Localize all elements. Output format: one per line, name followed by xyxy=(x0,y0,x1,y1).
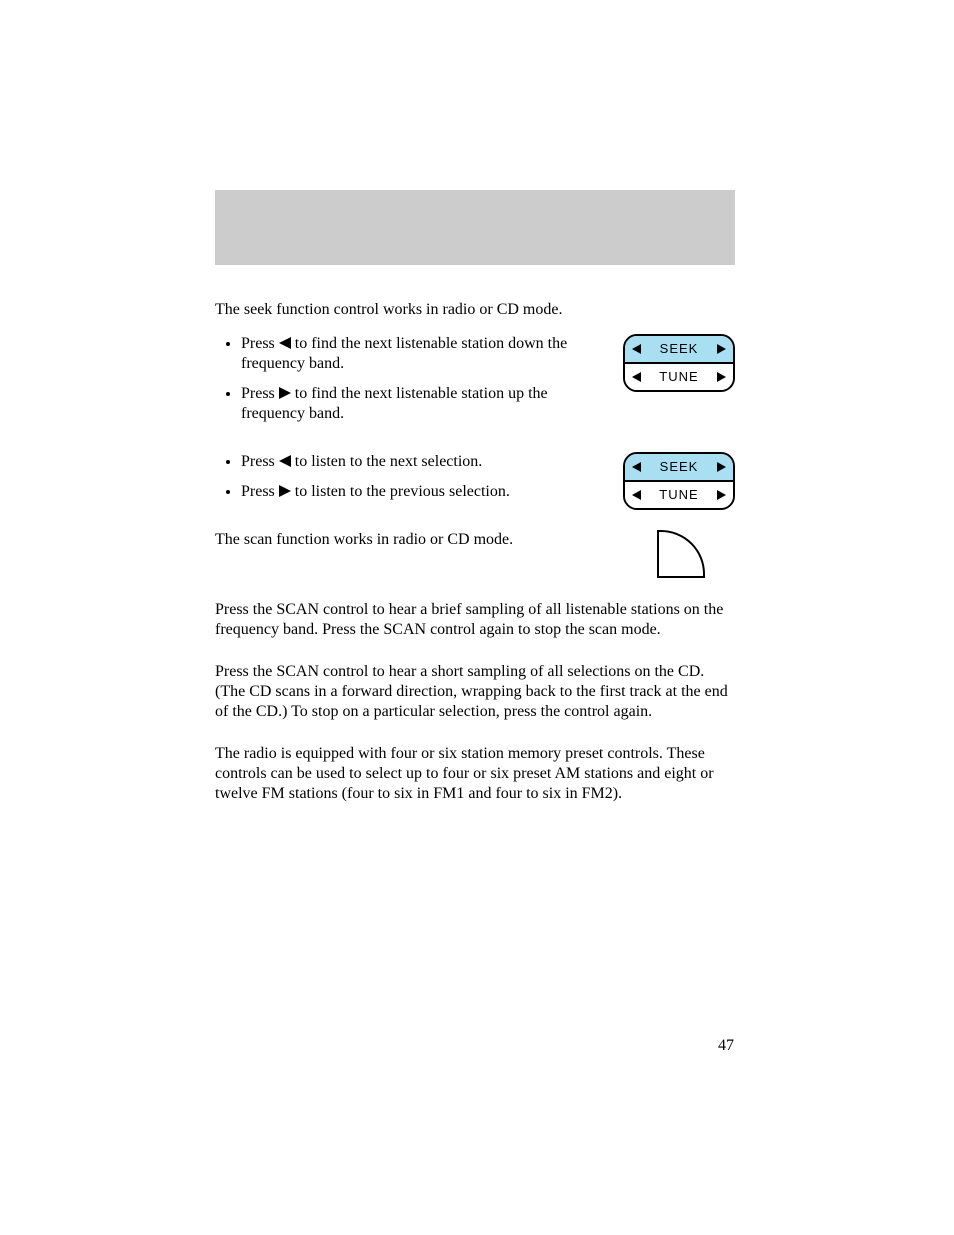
cd-seek-row: Press to listen to the next selection. P… xyxy=(215,452,735,512)
seek-label: SEEK xyxy=(660,459,699,475)
seek-row: SEEK xyxy=(625,454,733,482)
list-item: Press to listen to the previous selectio… xyxy=(241,482,599,502)
triangle-left-icon xyxy=(632,344,641,354)
bullet-text: to listen to the next selection. xyxy=(295,453,483,470)
radio-seek-row: Press to find the next listenable statio… xyxy=(215,334,735,434)
seek-intro-text: The seek function control works in radio… xyxy=(215,300,735,320)
seek-tune-button: SEEK TUNE xyxy=(623,452,735,510)
triangle-right-icon xyxy=(717,490,726,500)
scan-button-icon xyxy=(657,530,705,578)
bullet-text: Press xyxy=(241,453,279,470)
bullet-text: Press xyxy=(241,483,279,500)
bullet-text: to listen to the previous selection. xyxy=(295,483,510,500)
triangle-left-icon xyxy=(279,337,291,349)
seek-tune-button: SEEK TUNE xyxy=(623,334,735,392)
seek-row: SEEK xyxy=(625,336,733,364)
triangle-right-icon xyxy=(717,372,726,382)
triangle-right-icon xyxy=(717,462,726,472)
list-item: Press to find the next listenable statio… xyxy=(241,334,599,374)
triangle-right-icon xyxy=(279,387,291,399)
seek-tune-figure: SEEK TUNE xyxy=(623,452,735,510)
triangle-left-icon xyxy=(632,490,641,500)
triangle-left-icon xyxy=(632,372,641,382)
scan-intro-text-col: The scan function works in radio or CD m… xyxy=(215,530,633,550)
scan-figure xyxy=(657,530,735,578)
bullet-text: Press xyxy=(241,385,279,402)
page-number: 47 xyxy=(718,1037,734,1055)
triangle-right-icon xyxy=(717,344,726,354)
triangle-right-icon xyxy=(279,485,291,497)
list-item: Press to listen to the next selection. xyxy=(241,452,599,472)
bullet-text: Press xyxy=(241,335,279,352)
scan-intro-row: The scan function works in radio or CD m… xyxy=(215,530,735,578)
seek-label: SEEK xyxy=(660,341,699,357)
scan-radio-text: Press the SCAN control to hear a brief s… xyxy=(215,600,735,640)
cd-seek-bullets: Press to listen to the next selection. P… xyxy=(215,452,599,502)
radio-seek-bullets: Press to find the next listenable statio… xyxy=(215,334,599,424)
tune-row: TUNE xyxy=(625,482,733,508)
triangle-left-icon xyxy=(632,462,641,472)
tune-label: TUNE xyxy=(659,487,698,503)
page-content: The seek function control works in radio… xyxy=(215,190,735,804)
radio-seek-text: Press to find the next listenable statio… xyxy=(215,334,599,434)
tune-label: TUNE xyxy=(659,369,698,385)
seek-tune-figure: SEEK TUNE xyxy=(623,334,735,392)
list-item: Press to find the next listenable statio… xyxy=(241,384,599,424)
triangle-left-icon xyxy=(279,455,291,467)
manual-page: The seek function control works in radio… xyxy=(0,0,954,1235)
scan-intro-text: The scan function works in radio or CD m… xyxy=(215,530,633,550)
scan-cd-text: Press the SCAN control to hear a short s… xyxy=(215,662,735,722)
cd-seek-text: Press to listen to the next selection. P… xyxy=(215,452,599,512)
tune-row: TUNE xyxy=(625,364,733,390)
presets-text: The radio is equipped with four or six s… xyxy=(215,744,735,804)
